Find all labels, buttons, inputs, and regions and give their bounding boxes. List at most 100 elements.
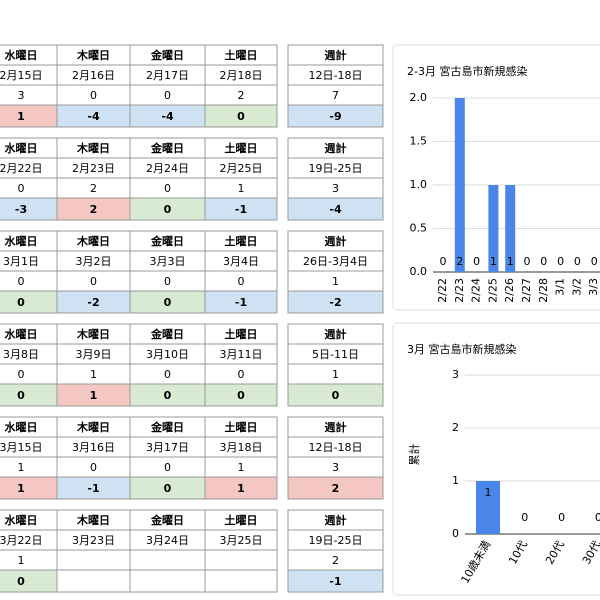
table-cell — [204, 197, 278, 221]
column-header: 金曜日 — [150, 234, 184, 248]
table-cell — [0, 383, 58, 407]
count-value: 1 — [332, 368, 339, 381]
diff-value: -9 — [329, 110, 341, 123]
diff-value: -1 — [235, 296, 247, 309]
table-cell — [0, 197, 58, 221]
table-cell — [0, 84, 58, 106]
table-cell — [0, 549, 58, 571]
y-tick-label: 1.5 — [410, 135, 428, 148]
diff-value: 0 — [164, 389, 172, 402]
diff-value: 0 — [237, 389, 245, 402]
x-tick-label: 2/27 — [520, 278, 533, 303]
data-label: 0 — [521, 511, 528, 524]
date-label: 3月24日 — [146, 534, 189, 547]
count-value: 0 — [164, 368, 171, 381]
data-label: 0 — [591, 255, 598, 268]
count-value: 3 — [18, 89, 25, 102]
count-value: 3 — [332, 461, 339, 474]
count-value: 1 — [90, 368, 97, 381]
y-tick-label: 2 — [452, 421, 459, 434]
column-header: 木曜日 — [76, 48, 110, 62]
x-tick-label: 3/2 — [570, 278, 583, 296]
data-label: 0 — [440, 255, 447, 268]
date-label: 3月25日 — [220, 534, 263, 547]
count-value: 1 — [18, 461, 25, 474]
date-label: 3月18日 — [220, 441, 263, 454]
date-label: 2月18日 — [220, 69, 263, 82]
column-header: 木曜日 — [76, 141, 110, 155]
column-header: 金曜日 — [150, 513, 184, 527]
table-cell — [0, 363, 58, 385]
chart-panel — [392, 322, 600, 596]
date-label: 3月10日 — [146, 348, 189, 361]
diff-value: 2 — [332, 482, 340, 495]
diff-value: 1 — [17, 482, 25, 495]
count-value: 1 — [18, 554, 25, 567]
column-header: 土曜日 — [225, 327, 258, 341]
data-label: 1 — [490, 255, 497, 268]
column-header: 水曜日 — [5, 48, 38, 62]
column-header: 木曜日 — [76, 234, 110, 248]
diff-value: 0 — [164, 203, 172, 216]
count-value: 0 — [164, 275, 171, 288]
table-cell — [204, 476, 278, 500]
bar — [476, 481, 500, 534]
table-cell — [204, 290, 278, 314]
x-tick-label: 2/22 — [436, 278, 449, 303]
count-value: 0 — [18, 182, 25, 195]
diff-value: -1 — [87, 482, 99, 495]
table-cell — [204, 549, 278, 571]
count-value: 1 — [332, 275, 339, 288]
date-label: 5日-11日 — [312, 348, 359, 361]
diff-value: -3 — [15, 203, 27, 216]
table-cell — [287, 104, 384, 128]
count-value: 2 — [238, 89, 245, 102]
diff-value: 0 — [17, 296, 25, 309]
data-label: 1 — [485, 486, 492, 499]
y-tick-label: 0 — [452, 527, 459, 540]
count-value: 2 — [90, 182, 97, 195]
data-label: 0 — [558, 511, 565, 524]
diff-value: 1 — [90, 389, 98, 402]
column-header: 週計 — [325, 141, 347, 155]
y-tick-label: 3 — [452, 368, 459, 381]
count-value: 0 — [90, 275, 97, 288]
date-label: 3月23日 — [72, 534, 115, 547]
table-cell — [0, 456, 58, 478]
date-label: 3月22日 — [0, 534, 43, 547]
count-value: 0 — [164, 461, 171, 474]
diff-value: -1 — [235, 203, 247, 216]
table-cell — [204, 104, 278, 128]
diff-value: -2 — [329, 296, 341, 309]
x-tick-label: 2/26 — [503, 278, 516, 303]
data-label: 0 — [557, 255, 564, 268]
y-tick-label: 0.5 — [410, 222, 428, 235]
y-axis-label: 累計 — [407, 444, 421, 466]
diff-value: 0 — [237, 110, 245, 123]
x-tick-label: 2/23 — [453, 278, 466, 303]
data-label: 2 — [456, 255, 463, 268]
table-cell — [0, 569, 58, 593]
column-header: 週計 — [325, 327, 347, 341]
diff-value: 1 — [237, 482, 245, 495]
column-header: 土曜日 — [225, 420, 258, 434]
diff-value: 0 — [17, 389, 25, 402]
x-tick-label: 2/28 — [537, 278, 550, 303]
diff-value: 0 — [332, 389, 340, 402]
bar — [488, 185, 499, 272]
diff-value: 0 — [164, 296, 172, 309]
date-label: 2月23日 — [72, 162, 115, 175]
count-value: 0 — [18, 368, 25, 381]
column-header: 水曜日 — [5, 141, 38, 155]
date-label: 3月16日 — [72, 441, 115, 454]
table-cell — [129, 569, 206, 593]
date-label: 2月16日 — [72, 69, 115, 82]
date-label: 3月15日 — [0, 441, 43, 454]
data-label: 0 — [574, 255, 581, 268]
table-cell — [129, 549, 206, 571]
column-header: 水曜日 — [5, 420, 38, 434]
table-cell — [0, 476, 58, 500]
count-value: 3 — [332, 182, 339, 195]
table-cell — [0, 290, 58, 314]
table-cell — [204, 569, 278, 593]
